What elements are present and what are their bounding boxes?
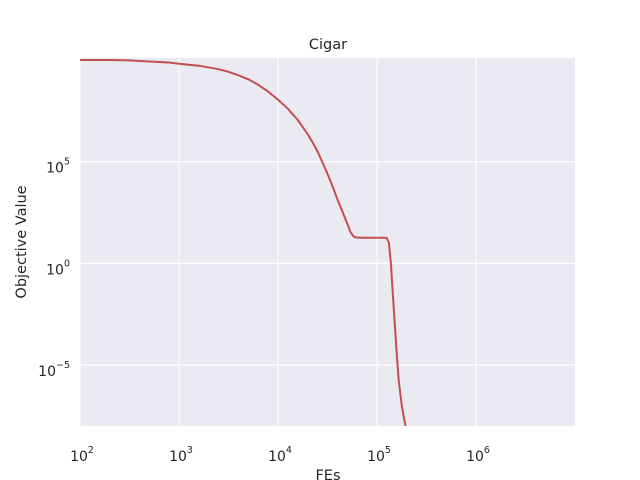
- x-tick-label: 104: [268, 445, 292, 465]
- y-axis-label: Objective Value: [14, 185, 30, 298]
- plot-area: [80, 58, 575, 426]
- x-axis-label: FEs: [315, 468, 340, 480]
- y-tick-labels: 105 100 10−5: [38, 157, 70, 380]
- x-tick-label: 103: [169, 445, 193, 465]
- x-tick-label: 106: [466, 445, 490, 465]
- y-tick-label: 10−5: [38, 360, 70, 380]
- y-tick-label: 105: [46, 157, 70, 177]
- chart-title: Cigar: [309, 37, 347, 53]
- series-line: [80, 59, 407, 427]
- gridlines: [79, 58, 575, 426]
- x-tick-labels: 102 103 104 105 106: [70, 445, 490, 465]
- y-tick-label: 100: [46, 258, 70, 278]
- x-tick-label: 105: [367, 445, 391, 465]
- x-tick-label: 102: [70, 445, 94, 465]
